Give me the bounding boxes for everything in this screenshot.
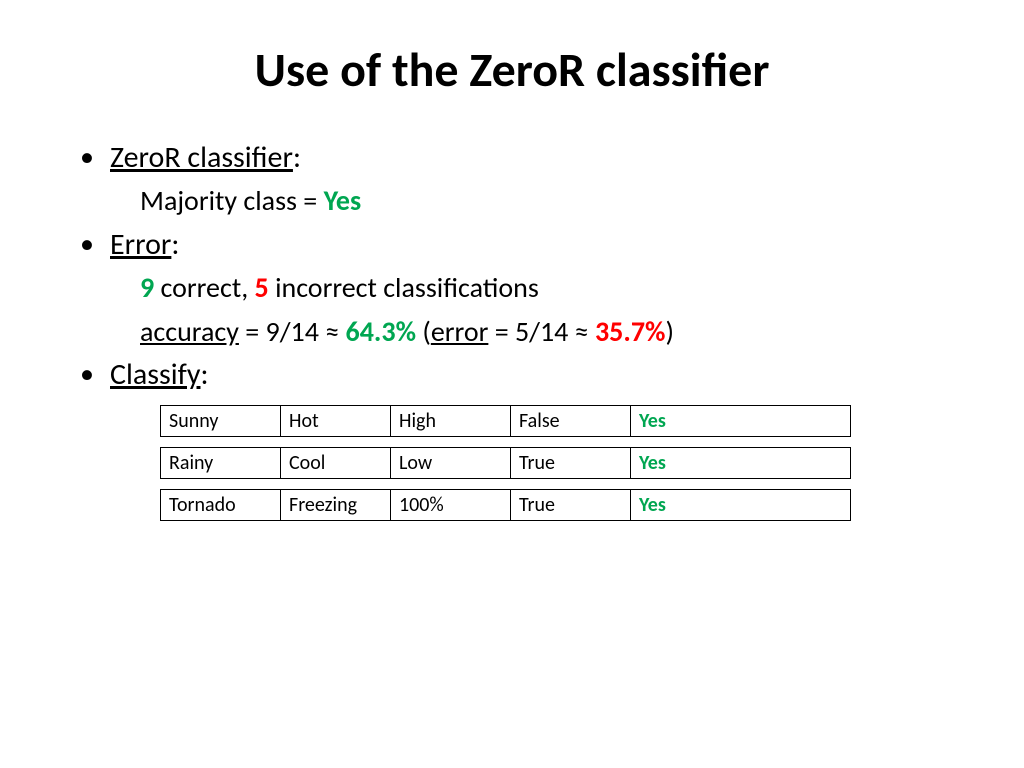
classify-tables: Sunny Hot High False Yes Rainy Cool Low …	[60, 405, 964, 521]
cell-class: Yes	[639, 451, 666, 475]
bullet-list-3: Classify:	[60, 356, 964, 393]
bullet-classify-label: Classify	[110, 356, 200, 393]
cell-windy: True	[511, 490, 631, 521]
table-row: Tornado Freezing 100% True Yes	[160, 489, 851, 521]
error-counts-line: 9 correct, 5 incorrect classifications	[60, 269, 964, 307]
correct-text: correct,	[154, 270, 254, 305]
incorrect-text: incorrect classifications	[269, 270, 539, 305]
bullet-error-colon: :	[171, 226, 179, 263]
bullet-list-2: Error:	[60, 226, 964, 263]
paren-open: (	[416, 314, 431, 349]
bullet-error-label: Error	[110, 226, 171, 263]
cell-temp: Freezing	[281, 490, 391, 521]
accuracy-label: accuracy	[140, 314, 239, 349]
slide-title: Use of the ZeroR classifier	[60, 40, 964, 99]
cell-windy: False	[511, 406, 631, 437]
majority-label: Majority class =	[140, 183, 324, 218]
cell-windy: True	[511, 448, 631, 479]
cell-temp: Hot	[281, 406, 391, 437]
table-row: Sunny Hot High False Yes	[160, 405, 851, 437]
accuracy-line: accuracy = 9/14 ≈ 64.3% (error = 5/14 ≈ …	[60, 313, 964, 351]
bullet-zeror-label: ZeroR classifier	[110, 139, 293, 176]
correct-count: 9	[140, 270, 154, 305]
bullet-zeror-colon: :	[293, 139, 301, 176]
cell-humidity: Low	[391, 448, 511, 479]
cell-class: Yes	[639, 493, 666, 517]
error-eq: = 5/14 ≈	[488, 314, 595, 349]
majority-value: Yes	[324, 183, 362, 218]
majority-line: Majority class = Yes	[60, 182, 964, 220]
table-row: Rainy Cool Low True Yes	[160, 447, 851, 479]
bullet-classify-colon: :	[200, 356, 208, 393]
cell-outlook: Tornado	[161, 490, 281, 521]
cell-humidity: 100%	[391, 490, 511, 521]
cell-humidity: High	[391, 406, 511, 437]
error-label: error	[431, 314, 489, 349]
bullet-classify: Classify:	[80, 356, 964, 393]
incorrect-count: 5	[255, 270, 269, 305]
accuracy-value: 64.3%	[346, 314, 416, 349]
cell-temp: Cool	[281, 448, 391, 479]
bullet-error: Error:	[80, 226, 964, 263]
accuracy-eq: = 9/14 ≈	[239, 314, 346, 349]
cell-class: Yes	[639, 409, 666, 433]
bullet-zeror: ZeroR classifier:	[80, 139, 964, 176]
error-value: 35.7%	[595, 314, 665, 349]
paren-close: )	[665, 314, 674, 349]
bullet-list: ZeroR classifier:	[60, 139, 964, 176]
cell-outlook: Rainy	[161, 448, 281, 479]
cell-outlook: Sunny	[161, 406, 281, 437]
